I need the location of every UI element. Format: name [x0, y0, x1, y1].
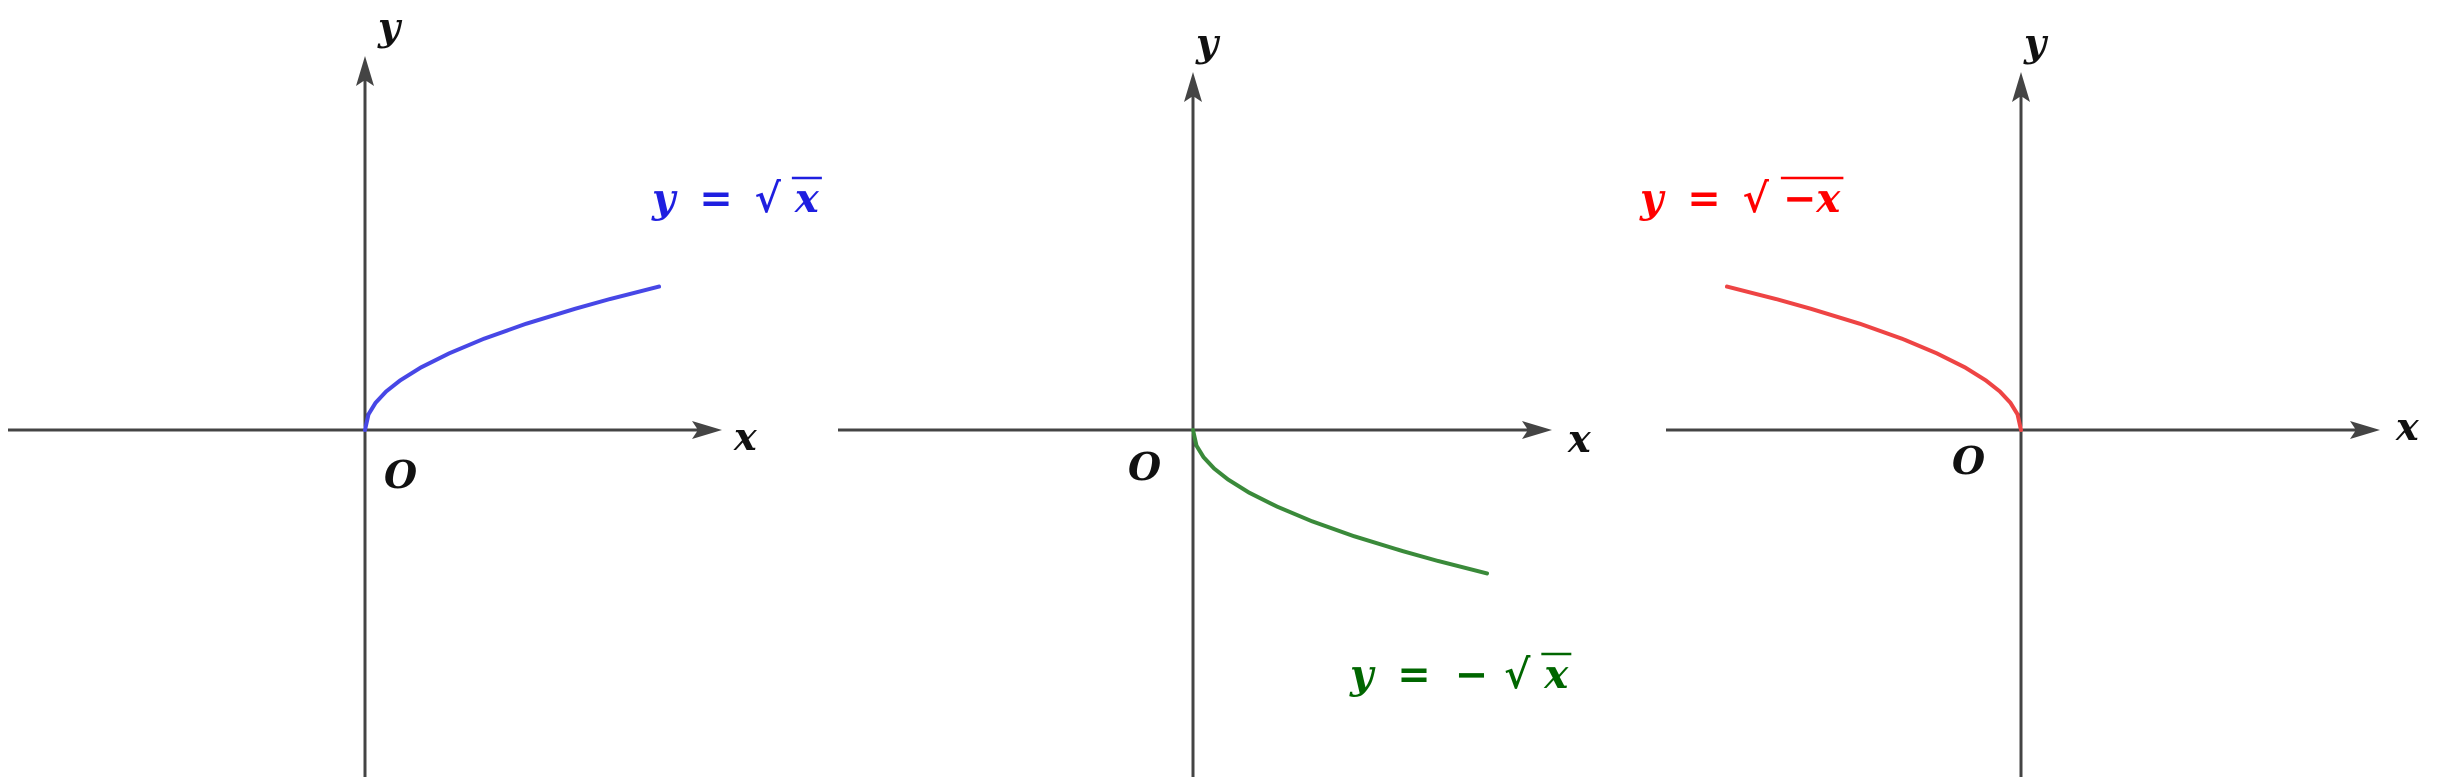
x-axis-arrow [692, 421, 722, 439]
formula-equals: = [1397, 651, 1431, 698]
y-axis-label: y [2023, 20, 2049, 65]
curve-sqrt-neg-x [1725, 284, 2023, 432]
x-axis-label: x [2395, 404, 2420, 449]
y-axis-arrow [2012, 72, 2030, 102]
formula-label: y = − √ x [1349, 651, 1572, 698]
panel-sqrt-x: x y O y = √ x [8, 4, 822, 777]
formula-sign: − [1455, 651, 1489, 698]
curve-sqrt-x [363, 284, 661, 432]
x-axis-label: x [733, 414, 758, 459]
formula-label: y = √ −x [1639, 175, 1844, 222]
svg-text:y = √: y = √ x [651, 175, 820, 222]
svg-text:y = √: y = √ −x [1639, 175, 1841, 222]
x-axis-arrow [1522, 421, 1552, 439]
formula-equals: = [699, 175, 733, 222]
formula-lhs: y [651, 175, 678, 222]
origin-label: O [384, 452, 417, 497]
formula-radicand: x [1543, 651, 1569, 698]
panel-sqrt-neg-x: x y O y = √ −x [1639, 20, 2420, 777]
origin-label: O [1128, 444, 1161, 489]
formula-equals: = [1687, 175, 1721, 222]
panel-neg-sqrt-x: x y O y = − √ x [838, 20, 1592, 777]
curve-neg-sqrt-x [1191, 428, 1489, 576]
svg-text:y = −: y = − √ x [1349, 651, 1569, 698]
x-axis-label: x [1567, 416, 1592, 461]
formula-sqrt-symbol: √ [755, 175, 782, 222]
formula-lhs: y [1349, 651, 1376, 698]
y-axis-label: y [377, 4, 403, 49]
y-axis-label: y [1195, 20, 1221, 65]
formula-radicand: x [794, 175, 820, 222]
x-axis-arrow [2350, 421, 2380, 439]
formula-lhs: y [1639, 175, 1666, 222]
formula-label: y = √ x [651, 175, 822, 222]
formula-sqrt-symbol: √ [1504, 651, 1531, 698]
formula-sqrt-symbol: √ [1743, 175, 1770, 222]
y-axis-arrow [1184, 72, 1202, 102]
origin-label: O [1952, 438, 1985, 483]
y-axis-arrow [356, 56, 374, 86]
formula-radicand: −x [1783, 175, 1842, 222]
